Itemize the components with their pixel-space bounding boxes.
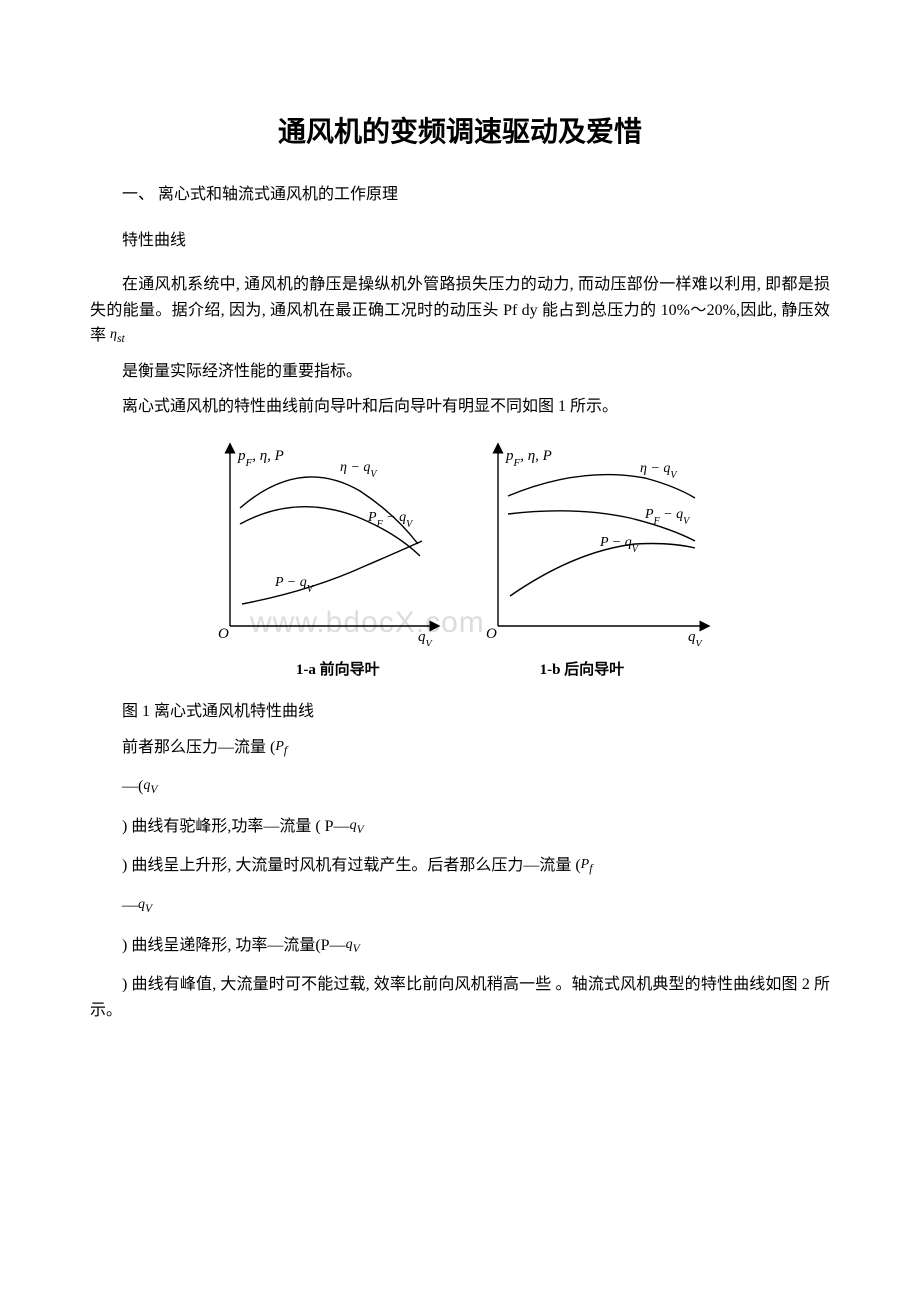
eta-label-left: η − qV (340, 460, 378, 480)
paragraph-4f: ) 曲线呈递降形, 功率—流量(P—qV (90, 933, 830, 959)
paragraph-4e: —qV (90, 893, 830, 919)
page-title: 通风机的变频调速驱动及爱惜 (90, 110, 830, 150)
paragraph-4a: 前者那么压力—流量 (Pf (90, 735, 830, 761)
document-body: 通风机的变频调速驱动及爱惜 一、 离心式和轴流式通风机的工作原理 特性曲线 在通… (90, 110, 830, 1023)
para4b-text: —( (122, 778, 143, 795)
chart-captions: 1-a 前向导叶 1-b 后向导叶 (90, 658, 830, 679)
qv-symbol-2: qV (350, 818, 364, 833)
xlabel-left: qV (418, 629, 434, 646)
para4e-text: — (122, 897, 138, 914)
qv-symbol-3: qV (138, 897, 152, 912)
eta-st-symbol: ηst (110, 327, 125, 342)
ylabel-left: pF, η, P (237, 448, 284, 469)
qv-symbol-4: qV (346, 937, 360, 952)
xlabel-right: qV (688, 629, 704, 646)
p-label-right: P − qV (599, 535, 640, 555)
section-heading-1: 一、 离心式和轴流式通风机的工作原理 (90, 180, 830, 204)
chart-left-caption: 1-a 前向导叶 (296, 658, 380, 679)
ylabel-right: pF, η, P (505, 448, 552, 469)
para4f-text: ) 曲线呈递降形, 功率—流量(P— (122, 937, 346, 954)
origin-right: O (486, 626, 497, 642)
qv-symbol-1: qV (143, 778, 157, 793)
figure-1: pF, η, P η − qV PF − qV P − qV O qV (90, 436, 830, 646)
sub-heading: 特性曲线 (90, 226, 830, 250)
para4a-text: 前者那么压力—流量 ( (122, 739, 275, 756)
chart-left: pF, η, P η − qV PF − qV P − qV O qV (200, 436, 450, 646)
pf-symbol-1: Pf (275, 739, 287, 754)
paragraph-1: 在通风机系统中, 通风机的静压是操纵机外管路损失压力的动力, 而动压部份一样难以… (90, 272, 830, 349)
paragraph-3: 离心式通风机的特性曲线前向导叶和后向导叶有明显不同如图 1 所示。 (90, 394, 830, 420)
figure-caption: 图 1 离心式通风机特性曲线 (90, 699, 830, 725)
paragraph-4c: ) 曲线有驼峰形,功率—流量 ( P—qV (90, 814, 830, 840)
pf-label-left: PF − qV (367, 510, 414, 530)
para4d-text: ) 曲线呈上升形, 大流量时风机有过载产生。后者那么压力—流量 ( (122, 857, 581, 874)
para1-text: 在通风机系统中, 通风机的静压是操纵机外管路损失压力的动力, 而动压部份一样难以… (90, 276, 830, 344)
chart-right-caption: 1-b 后向导叶 (540, 658, 625, 679)
paragraph-4d: ) 曲线呈上升形, 大流量时风机有过载产生。后者那么压力—流量 (Pf (90, 853, 830, 879)
chart-right: pF, η, P η − qV PF − qV P − qV O qV (470, 436, 720, 646)
para4c-text: ) 曲线有驼峰形,功率—流量 ( P— (122, 818, 350, 835)
paragraph-4g: ) 曲线有峰值, 大流量时可不能过载, 效率比前向风机稍高一些 。轴流式风机典型… (90, 972, 830, 1023)
pf-symbol-2: Pf (581, 857, 593, 872)
paragraph-2: 是衡量实际经济性能的重要指标。 (90, 359, 830, 385)
paragraph-4b: —(qV (90, 774, 830, 800)
origin-left: O (218, 626, 229, 642)
